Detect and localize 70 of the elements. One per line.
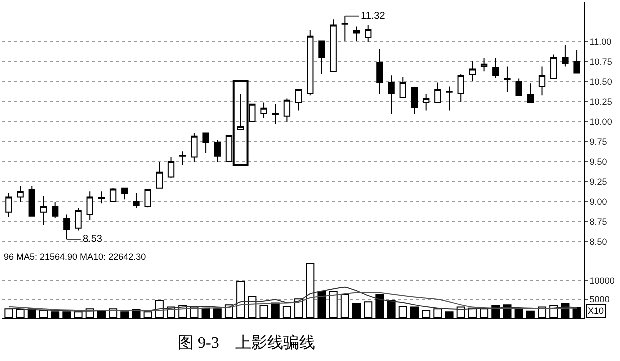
text: X10 [588,306,604,316]
candlestick [156,162,164,189]
candlestick [353,26,360,42]
y-tick-label: 5000 [590,294,610,305]
candlestick [110,188,117,202]
y-tick-label: 8.50 [590,237,608,248]
candlestick [516,78,522,96]
candlestick [376,48,384,94]
candlestick [237,94,244,130]
candlestick [98,191,106,204]
candlestick [272,104,279,125]
candlestick [342,16,349,42]
candlestick [249,104,256,122]
y-tick-label: 10.00 [590,117,612,128]
candlestick [122,188,128,200]
candlestick [64,214,70,240]
candlestick [295,88,302,112]
candlestick [86,191,94,221]
candlestick [434,82,442,104]
y-tick-label: 9.00 [590,197,608,208]
candlestick [6,192,12,218]
y-tick-label: 11.00 [590,37,612,48]
candlestick [214,140,221,162]
y-tick-label: 10.25 [590,97,612,108]
candlestick [365,24,372,42]
candlestick [400,76,406,98]
candlestick [446,86,453,112]
candlestick [202,132,210,154]
annotation: 8.53 [83,234,103,245]
candlestick [168,156,175,178]
candlestick [538,66,546,96]
y-tick-label: 9.50 [590,157,608,168]
line-series [8,286,578,312]
candlestick [422,94,430,112]
candlestick [144,188,152,208]
candlestick [562,44,569,68]
candlestick [40,196,48,226]
candlestick [180,151,186,166]
line-series [8,292,578,312]
y-tick-label: 9.75 [590,137,608,148]
y-tick-label: 9.25 [590,177,608,188]
annotation: 96 MA5: 21564.90 MA10: 22642.30 [4,252,146,262]
candlestick [492,58,500,78]
candlestick [504,66,511,93]
candlestick [480,58,488,72]
y-tick-label: 10.50 [590,77,612,88]
candlestick [28,186,36,217]
caption: 图 9-3 上影线骗线 [178,334,316,352]
candlestick [458,74,464,102]
candlestick [191,132,198,162]
candlestick [330,19,337,72]
candlestick [260,102,268,118]
y-tick-label: 10.75 [590,57,612,68]
candlestick [469,60,476,82]
candlestick [17,186,24,202]
candlestick [307,30,314,96]
candlestick [318,40,326,74]
candlestick [75,208,82,232]
candlestick [52,202,59,218]
candlestick [284,98,291,122]
y-tick-label: 8.75 [590,217,608,228]
candlestick [226,135,233,162]
annotation: 11.32 [361,11,386,22]
candlestick [411,87,418,114]
candlestick [388,75,395,114]
candlestick [527,83,534,104]
candlestick [133,192,140,209]
candlestick [550,54,558,80]
y-tick-label: 10000 [590,276,615,286]
candlestick [574,50,580,74]
